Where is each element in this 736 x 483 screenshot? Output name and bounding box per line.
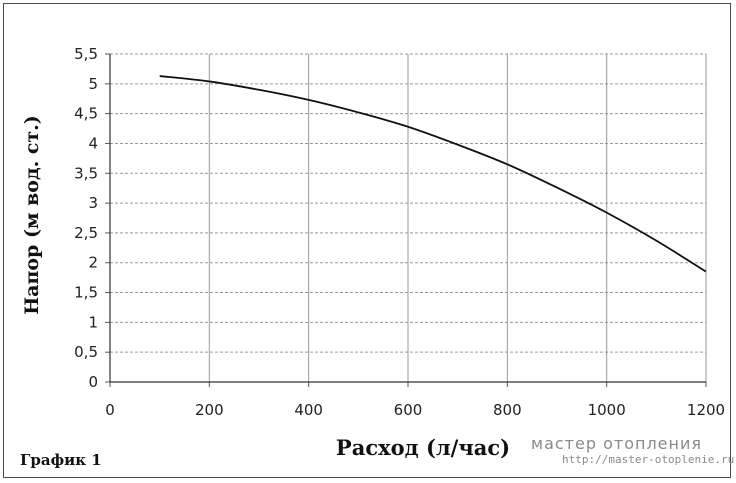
- y-tick-label: 2: [88, 254, 98, 272]
- x-tick-label: 400: [294, 401, 323, 419]
- y-tick-label: 1,5: [74, 284, 98, 302]
- y-tick-label: 5,5: [74, 45, 98, 63]
- chart-frame: [3, 3, 731, 478]
- y-tick-label: 5: [88, 75, 98, 93]
- x-axis-title: Расход (л/час): [336, 435, 510, 460]
- chart-caption: График 1: [20, 451, 102, 469]
- y-tick-label: 2,5: [74, 224, 98, 242]
- axes: [105, 53, 707, 387]
- y-axis-title: Напор (м вод. ст.): [21, 115, 43, 315]
- y-tick-label: 4: [88, 134, 98, 152]
- y-tick-labels: 0 0,5 1 1,5 2 2,5 3 3,5 4 4,5 5 5,5: [74, 45, 98, 391]
- x-tick-label: 800: [493, 401, 522, 419]
- watermark-url: http://master-otoplenie.ru: [562, 453, 734, 466]
- grid: [110, 53, 707, 382]
- x-tick-label: 1000: [588, 401, 626, 419]
- y-tick-label: 0,5: [74, 343, 98, 361]
- y-tick-label: 3: [88, 194, 98, 212]
- series-line-0: [159, 75, 707, 273]
- x-tick-label: 1200: [687, 401, 725, 419]
- y-tick-label: 4,5: [74, 105, 98, 123]
- x-tick-label: 600: [394, 401, 423, 419]
- y-tick-label: 3,5: [74, 164, 98, 182]
- series-group: [159, 75, 707, 273]
- watermark-title: мастер отопления: [531, 434, 702, 453]
- y-tick-label: 0: [88, 373, 98, 391]
- y-tick-label: 1: [88, 313, 98, 331]
- x-tick-label: 0: [105, 401, 115, 419]
- x-tick-label: 200: [195, 401, 224, 419]
- x-tick-labels: 0 200 400 600 800 1000 1200: [105, 401, 725, 419]
